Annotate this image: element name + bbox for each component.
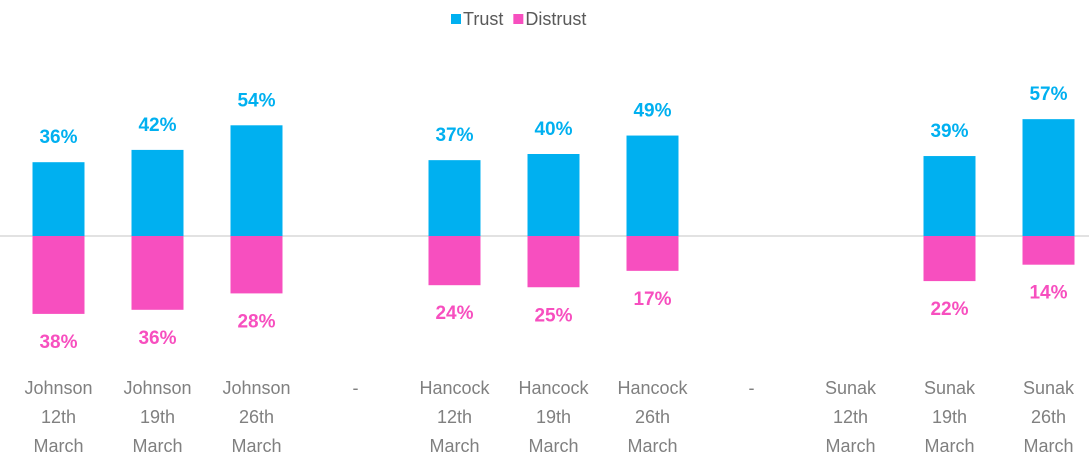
- bar: [230, 236, 283, 294]
- data-label: 57%: [1029, 84, 1067, 105]
- data-label: 54%: [237, 90, 275, 111]
- bar: [626, 135, 679, 236]
- data-label: 25%: [534, 305, 572, 326]
- bar: [527, 236, 580, 288]
- x-tick-label: Hancock 26th March: [617, 378, 688, 454]
- bar: [428, 160, 481, 236]
- x-tick-label: Johnson 26th March: [222, 378, 291, 454]
- x-tick-label: Sunak 26th March: [1022, 378, 1075, 454]
- legend-label: Trust: [463, 9, 503, 29]
- data-label: 40%: [534, 119, 572, 140]
- bar: [1022, 236, 1075, 265]
- bar: [428, 236, 481, 286]
- x-tick-label: -: [748, 378, 755, 398]
- x-tick-label: Hancock 12th March: [419, 378, 490, 454]
- data-label: 24%: [435, 303, 473, 324]
- data-label: 42%: [138, 115, 176, 136]
- x-tick-label: Johnson 12th March: [24, 378, 93, 454]
- bar: [131, 236, 184, 310]
- data-label: 37%: [435, 125, 473, 146]
- data-label: 36%: [138, 328, 176, 349]
- data-label: 17%: [633, 289, 671, 310]
- data-label: 28%: [237, 311, 275, 332]
- x-tick-label: Sunak 19th March: [923, 378, 976, 454]
- x-tick-label: Johnson 19th March: [123, 378, 192, 454]
- x-tick-label: -: [352, 378, 359, 398]
- bar: [131, 149, 184, 236]
- bar: [32, 236, 85, 314]
- bar: [1022, 119, 1075, 236]
- data-label: 38%: [39, 332, 77, 353]
- x-tick-label: Hancock 19th March: [518, 378, 589, 454]
- legend-swatch: [513, 14, 524, 24]
- x-tick-label: Sunak 12th March: [824, 378, 877, 454]
- data-label: 49%: [633, 101, 671, 122]
- data-label: 36%: [39, 127, 77, 148]
- legend-label: Distrust: [525, 9, 586, 29]
- bar: [32, 162, 85, 236]
- data-label: 14%: [1029, 283, 1067, 304]
- legend-swatch: [451, 14, 461, 24]
- bar: [923, 156, 976, 236]
- data-label: 39%: [930, 121, 968, 142]
- bar: [626, 236, 679, 271]
- data-label: 22%: [930, 299, 968, 320]
- bar: [230, 125, 283, 236]
- bar: [923, 236, 976, 282]
- bar: [527, 154, 580, 236]
